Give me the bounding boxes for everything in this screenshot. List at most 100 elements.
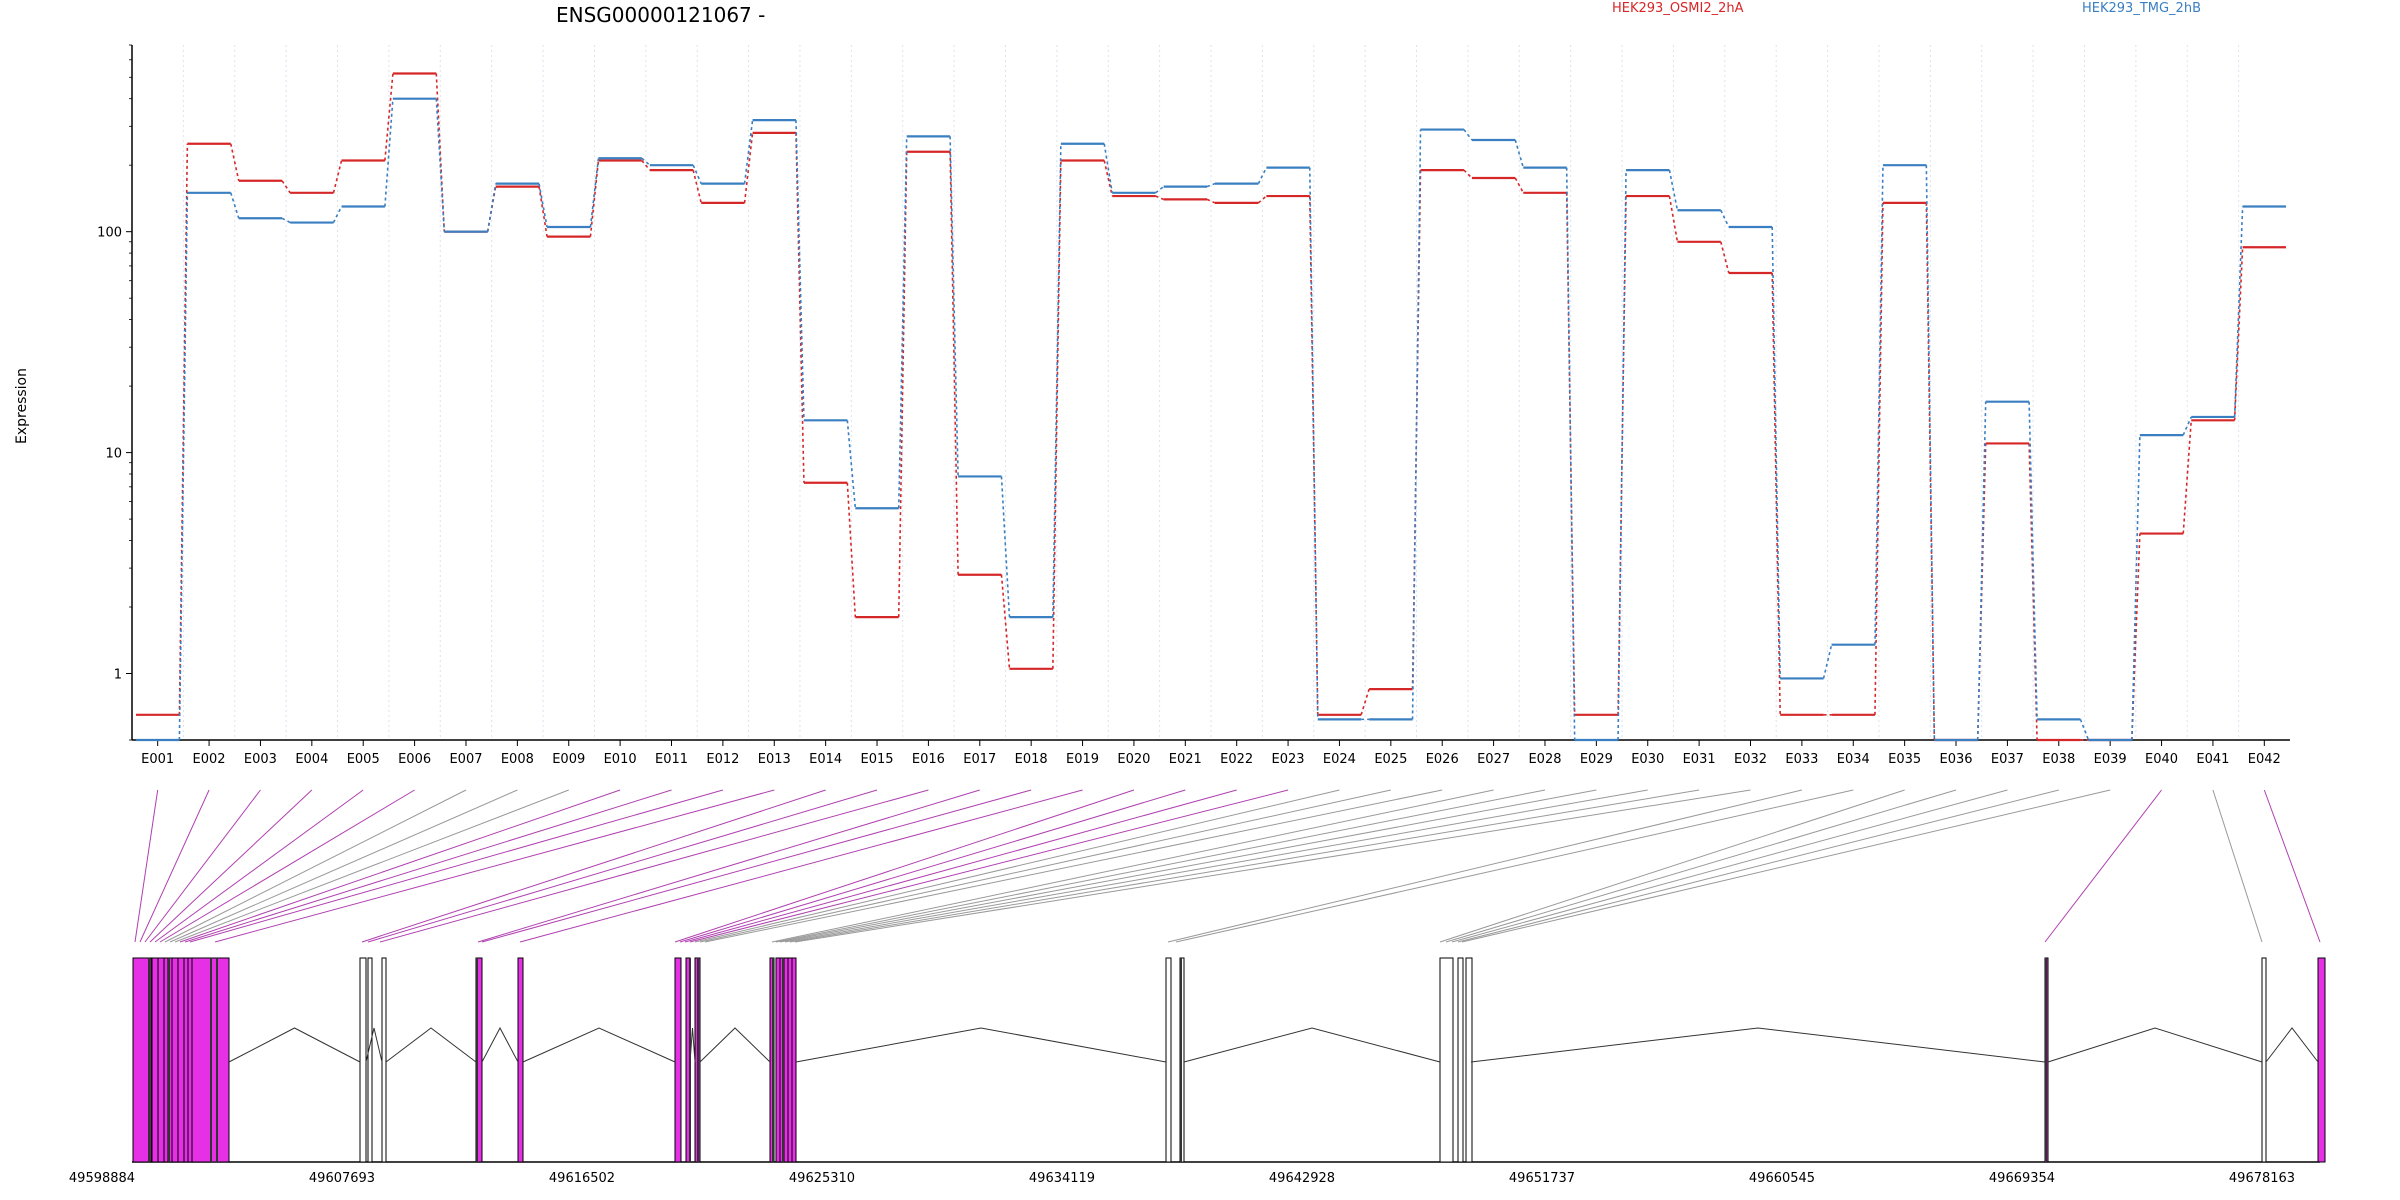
series-1-connector <box>1668 195 1679 242</box>
coordinate-label: 49669354 <box>1989 1171 2055 1186</box>
x-tick-label: E008 <box>501 752 534 767</box>
series-2-connector <box>2028 401 2038 720</box>
series-1-connector <box>1463 169 1473 179</box>
series-1-connector <box>2131 533 2141 741</box>
intron-line <box>2265 1027 2319 1063</box>
series-1-connector <box>743 132 754 203</box>
exon-link-E019 <box>519 789 1083 943</box>
series-1-connector <box>538 186 548 237</box>
series-2 <box>136 97 2286 742</box>
x-tick-label: E032 <box>1734 752 1767 767</box>
exon-block <box>2261 957 2267 1163</box>
x-tick-label: E025 <box>1374 752 1407 767</box>
series-2-connector <box>1514 139 1525 168</box>
series-2-connector <box>795 120 805 421</box>
series-2-connector <box>281 217 291 224</box>
y-tick-label: 1 <box>114 668 122 683</box>
series-2-connector <box>1976 401 1987 741</box>
x-tick-label: E041 <box>2196 752 2229 767</box>
x-tick-label: E028 <box>1528 752 1561 767</box>
x-tick-label: E009 <box>552 752 585 767</box>
exon-link-E018 <box>481 789 1032 943</box>
series-1-connector <box>1206 198 1216 204</box>
intron-line <box>228 1027 361 1063</box>
exon-link-E014 <box>361 789 826 943</box>
coordinate-label: 49616502 <box>549 1171 615 1186</box>
x-tick-label: E035 <box>1888 752 1921 767</box>
series-1-connector <box>1000 574 1011 669</box>
exon-block <box>171 957 179 1163</box>
x-tick-label: E024 <box>1323 752 1356 767</box>
x-tick-label: E023 <box>1272 752 1305 767</box>
series-1-connector <box>589 160 600 237</box>
exon-divider <box>1180 958 1182 1162</box>
x-tick-label: E002 <box>193 752 226 767</box>
series-2-connector <box>1308 167 1319 720</box>
y-axis-label: Expression <box>14 368 30 444</box>
exon-block <box>787 957 793 1163</box>
series-1-connector <box>1103 160 1114 197</box>
exon-divider <box>782 958 784 1162</box>
exon-link-E006 <box>159 789 415 943</box>
exon-link-E021 <box>679 789 1186 943</box>
series-1-connector <box>2182 420 2193 534</box>
x-tick-label: E018 <box>1015 752 1048 767</box>
grid-lines <box>182 45 2240 740</box>
intron-line <box>1470 1027 2046 1063</box>
exon-block <box>517 957 524 1163</box>
x-tick-label: E019 <box>1066 752 1099 767</box>
series-1-connector <box>384 73 394 161</box>
series-1-connector <box>641 159 651 171</box>
coordinate-label: 49642928 <box>1269 1171 1335 1186</box>
x-tick-label: E040 <box>2145 752 2178 767</box>
series-1-connector <box>281 180 291 194</box>
exon-link-E001 <box>134 789 159 943</box>
intron-line <box>699 1027 771 1063</box>
series-1-connector <box>1720 241 1730 274</box>
exon-link-E008 <box>169 789 518 943</box>
exon-block <box>183 957 189 1163</box>
exon-link-E031 <box>789 789 1700 943</box>
exon-link-E004 <box>149 789 313 943</box>
gene-model-track: 49598884 49607693 49616502 49625310 49634119… <box>69 957 2326 1186</box>
exon-link-E015 <box>367 789 878 943</box>
series-2-connector <box>1565 167 1576 741</box>
series-2-connector <box>641 157 651 166</box>
series-2-connector <box>1206 182 1216 188</box>
exon-block <box>157 957 165 1163</box>
exon-divider <box>2045 958 2047 1162</box>
x-tick-label: E034 <box>1837 752 1870 767</box>
series-2-connector <box>486 183 497 232</box>
exon-divider <box>168 958 170 1162</box>
exon-divider <box>210 958 212 1162</box>
x-tick-label: E021 <box>1169 752 1202 767</box>
chart-title: ENSG00000121067 - <box>556 3 765 27</box>
x-tick-label: E036 <box>1940 752 1973 767</box>
exon-link-E025 <box>699 789 1391 943</box>
series-2-connector <box>2131 435 2141 741</box>
exon-block <box>163 957 169 1163</box>
exon-link-E039 <box>1461 789 2111 943</box>
exon-link-E035 <box>1439 789 1905 943</box>
series-lines <box>136 72 2286 742</box>
series-2-connector <box>743 119 754 184</box>
x-tick-label: E022 <box>1220 752 1253 767</box>
series-1-connector <box>1052 160 1062 669</box>
series-1-connector <box>1155 195 1164 201</box>
x-tick-label: E020 <box>1117 752 1150 767</box>
intron-line <box>689 1027 696 1063</box>
exon-link-E032 <box>794 789 1751 943</box>
series-2-connector <box>2079 719 2090 741</box>
x-tick-label: E039 <box>2094 752 2127 767</box>
exon-link-E009 <box>174 789 569 943</box>
series-2-connector <box>1463 129 1473 141</box>
exon-link-E013 <box>214 789 775 943</box>
exon-block <box>132 957 152 1163</box>
series-2-connector <box>897 136 908 509</box>
exon-link-E029 <box>779 789 1597 943</box>
exon-link-E028 <box>775 789 1546 943</box>
x-tick-label: E033 <box>1785 752 1818 767</box>
exon-block <box>367 957 373 1163</box>
exon-link-E016 <box>379 789 929 943</box>
x-tick-label: E014 <box>809 752 842 767</box>
